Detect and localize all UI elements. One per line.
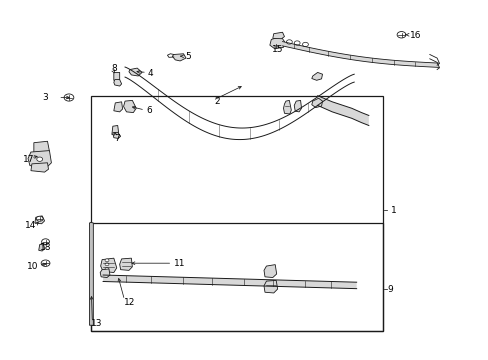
Polygon shape xyxy=(264,280,277,293)
Polygon shape xyxy=(35,216,44,224)
Text: 11: 11 xyxy=(173,259,185,268)
Text: 4: 4 xyxy=(148,69,153,78)
Text: 18: 18 xyxy=(40,243,51,252)
Text: 8: 8 xyxy=(111,64,117,73)
Text: 12: 12 xyxy=(123,298,135,307)
Text: 2: 2 xyxy=(214,96,220,105)
Circle shape xyxy=(396,32,405,38)
Text: 1: 1 xyxy=(390,206,396,215)
Text: 10: 10 xyxy=(27,262,39,271)
Circle shape xyxy=(41,239,49,244)
Polygon shape xyxy=(89,222,93,325)
Text: 14: 14 xyxy=(25,221,37,230)
Polygon shape xyxy=(101,258,117,273)
Polygon shape xyxy=(39,244,44,251)
Polygon shape xyxy=(28,150,51,167)
Polygon shape xyxy=(172,54,185,61)
Circle shape xyxy=(105,267,109,270)
Polygon shape xyxy=(34,141,49,155)
Text: 3: 3 xyxy=(42,93,48,102)
Circle shape xyxy=(286,40,292,44)
Circle shape xyxy=(105,259,109,262)
Polygon shape xyxy=(129,68,142,76)
Text: 7: 7 xyxy=(114,134,120,143)
Polygon shape xyxy=(120,258,132,270)
Circle shape xyxy=(105,263,109,266)
Circle shape xyxy=(37,157,42,161)
Circle shape xyxy=(64,94,74,101)
Polygon shape xyxy=(113,132,121,138)
Text: 16: 16 xyxy=(409,31,421,40)
Text: 15: 15 xyxy=(271,45,283,54)
Polygon shape xyxy=(311,72,322,80)
Polygon shape xyxy=(283,100,291,114)
Bar xyxy=(91,96,383,330)
Text: 17: 17 xyxy=(23,155,35,164)
Text: 9: 9 xyxy=(386,285,392,294)
Polygon shape xyxy=(264,265,276,278)
Polygon shape xyxy=(311,98,322,108)
Text: 5: 5 xyxy=(184,53,190,62)
Polygon shape xyxy=(100,269,110,278)
Polygon shape xyxy=(269,37,284,49)
Polygon shape xyxy=(114,72,120,81)
Text: 13: 13 xyxy=(91,319,102,328)
Bar xyxy=(91,223,383,330)
Circle shape xyxy=(41,260,50,266)
Text: 6: 6 xyxy=(146,106,151,115)
Circle shape xyxy=(302,42,308,46)
Circle shape xyxy=(294,41,300,45)
Polygon shape xyxy=(31,163,48,172)
Polygon shape xyxy=(112,126,119,135)
Polygon shape xyxy=(123,100,136,113)
Polygon shape xyxy=(114,80,122,86)
Polygon shape xyxy=(294,100,301,112)
Circle shape xyxy=(36,216,43,221)
Polygon shape xyxy=(114,102,122,112)
Polygon shape xyxy=(272,32,284,39)
